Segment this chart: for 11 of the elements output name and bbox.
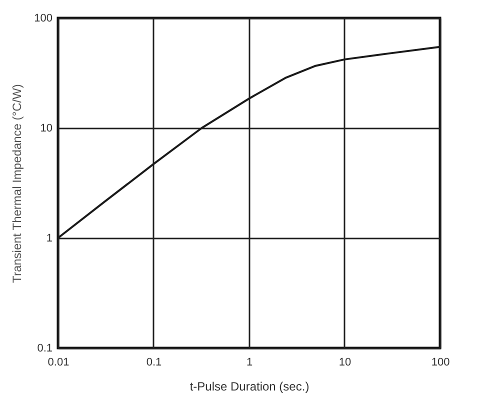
x-tick-label: 1 [246, 356, 253, 368]
x-axis-title: t-Pulse Duration (sec.) [190, 380, 310, 394]
y-axis-title: Transient Thermal Impedance (°C/W) [10, 84, 24, 283]
x-tick-label: 10 [338, 356, 352, 368]
y-tick-label: 10 [40, 122, 52, 134]
y-tick-label: 1 [46, 232, 52, 244]
y-tick-label: 0.1 [37, 342, 52, 354]
y-tick-label: 100 [34, 12, 52, 24]
x-tick-label: 0.1 [146, 356, 162, 368]
x-tick-label: 0.01 [48, 356, 70, 368]
x-tick-label: 100 [431, 356, 450, 368]
